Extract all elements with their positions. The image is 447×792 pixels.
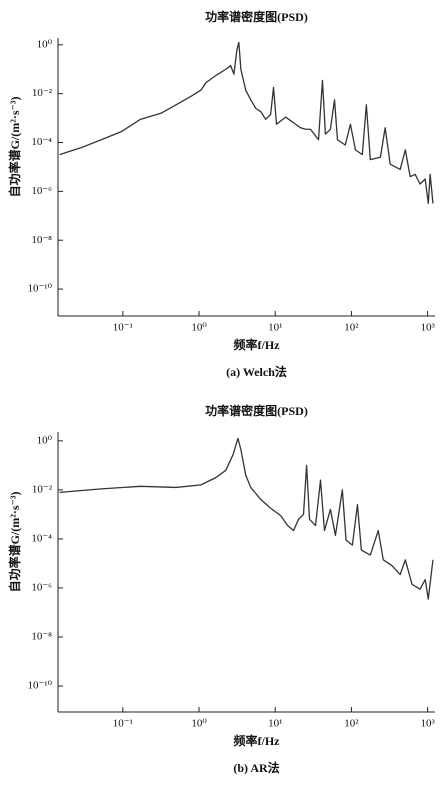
x-tick-label: 10⁻¹: [113, 718, 133, 730]
psd-line: [59, 41, 434, 205]
x-tick-label: 10⁻¹: [113, 322, 133, 334]
y-tick-label: 10⁻²: [32, 483, 53, 495]
y-tick-label: 10⁻¹⁰: [27, 680, 52, 692]
x-tick-label: 10²: [344, 322, 359, 334]
x-tick-label: 10²: [344, 718, 359, 730]
psd-line: [59, 437, 434, 600]
x-axis-label: 频率f/Hz: [234, 337, 281, 352]
x-tick-label: 10⁰: [191, 322, 207, 334]
y-tick-label: 10⁻⁴: [31, 136, 52, 148]
y-tick-label: 10⁻⁶: [31, 581, 52, 593]
y-tick-label: 10⁻⁶: [31, 185, 52, 197]
caption: (a) Welch法: [226, 364, 287, 379]
y-axis-label: 自功率谱G/(m²·s⁻³): [7, 97, 22, 198]
x-tick-label: 10³: [420, 322, 435, 334]
chart-title: 功率谱密度图(PSD): [205, 9, 308, 24]
y-tick-label: 10⁻¹⁰: [27, 283, 52, 295]
x-axis-label: 频率f/Hz: [234, 733, 281, 748]
x-tick-label: 10³: [420, 718, 435, 730]
y-tick-label: 10⁰: [37, 38, 53, 50]
y-tick-label: 10⁻⁸: [31, 631, 52, 643]
y-tick-label: 10⁻⁴: [31, 532, 52, 544]
y-tick-label: 10⁰: [37, 434, 53, 446]
chart-title: 功率谱密度图(PSD): [205, 403, 308, 418]
x-tick-label: 10¹: [268, 322, 282, 334]
x-tick-label: 10¹: [268, 718, 282, 730]
y-tick-label: 10⁻²: [32, 87, 53, 99]
x-tick-label: 10⁰: [191, 718, 207, 730]
caption: (b) AR法: [233, 760, 279, 775]
y-axis-label: 自功率谱G/(m²·s⁻³): [7, 492, 22, 593]
y-tick-label: 10⁻⁸: [31, 234, 52, 246]
